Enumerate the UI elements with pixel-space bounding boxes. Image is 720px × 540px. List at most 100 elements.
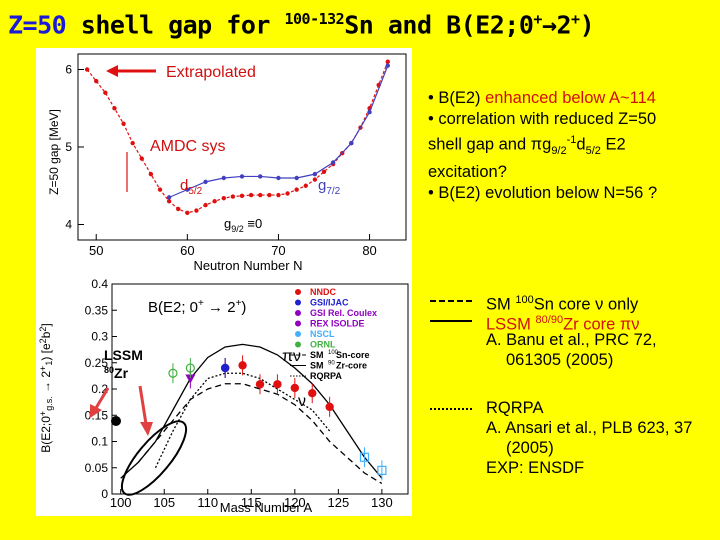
top-series-point	[312, 171, 318, 177]
title-sup-plus-2: +	[571, 10, 580, 28]
bottom-data-point	[325, 402, 334, 412]
bullet-2-line-3: excitation?	[428, 162, 507, 181]
top-series-point	[367, 109, 372, 115]
top-series-point	[276, 175, 281, 181]
bullet-1: • B(E2) enhanced below A~114	[428, 88, 718, 109]
top-series-point	[112, 106, 117, 111]
top-series-point	[121, 121, 126, 126]
top-plot: Z=50 gap [MeV] Neutron Number N 4 5 6 50 60…	[47, 53, 407, 273]
bullet-list: • B(E2) enhanced below A~114 • correlati…	[428, 88, 718, 204]
legend-banu-line-1: A. Banu et al., PRC 72,	[486, 331, 657, 349]
legend-marker	[295, 289, 301, 295]
legend-marker	[295, 331, 301, 337]
bullet-2-line-1: • correlation with reduced Z=50	[428, 110, 657, 128]
top-series-point	[84, 67, 90, 72]
bottom-data-point	[220, 363, 230, 373]
legend-entry-label: ORNL	[310, 340, 336, 350]
title-mass-range: 100-132	[284, 10, 345, 28]
bottom-data-point	[255, 380, 265, 389]
legend-marker	[295, 320, 301, 327]
top-series-point	[321, 169, 327, 174]
legend-entry-sup: 100	[328, 350, 339, 356]
top-series-point	[285, 191, 290, 196]
legend-lssm-row: LSSM 80/90Zr core πν	[430, 310, 720, 334]
bottom-data-point	[359, 452, 370, 462]
legend-dotted-line	[430, 408, 472, 410]
d52-label: d5/2	[180, 177, 203, 197]
top-series-point	[248, 192, 254, 198]
bottom-data-point	[308, 389, 317, 398]
bottom-ytick-label: 0.1	[91, 435, 108, 449]
legend-ansari-line-1: A. Ansari et al., PLB 623, 37	[486, 419, 693, 437]
bottom-ytick-label: 0.25	[85, 356, 109, 370]
legend-entry-label: GSI/IJAC	[310, 298, 349, 308]
legend-entry-core: Sn-core	[336, 350, 370, 360]
top-series-point	[349, 140, 354, 146]
legend-entry-label: REX ISOLDE	[310, 319, 365, 329]
legend-ansari-line-2: (2005)	[506, 439, 554, 457]
top-series-point	[139, 156, 144, 161]
bottom-data-point	[168, 368, 178, 378]
legend-entry-label: SM	[310, 350, 324, 360]
top-ytick-label: 4	[65, 218, 72, 232]
top-series-point	[203, 202, 208, 208]
top-series-point	[212, 199, 217, 204]
top-xtick-label: 50	[89, 243, 103, 258]
bottom-curve-7	[154, 372, 331, 469]
legend-exp-source: EXP: ENSDF	[486, 459, 585, 477]
legend-marker	[295, 310, 301, 316]
top-series-point	[312, 177, 318, 182]
top-series-point	[166, 195, 172, 200]
legend-solid-line	[430, 320, 472, 322]
legend-entry-label: SM	[310, 361, 324, 371]
title-sn-be2: Sn and B(E2;0	[344, 10, 534, 40]
top-yticks: 4 5 6	[65, 63, 84, 232]
legend-lssm-text: LSSM 80/90Zr core πν	[486, 314, 640, 334]
zr-arrow-1	[90, 387, 110, 418]
legend-entry-label: NNDC	[310, 287, 336, 297]
top-series-point	[221, 175, 226, 181]
bottom-data-point	[185, 363, 195, 373]
bottom-xtick-label: 130	[371, 495, 393, 510]
top-series-point	[258, 174, 263, 179]
title-z50: Z=50	[8, 10, 67, 40]
legend-entry-label: GSI Rel. Coulex	[310, 308, 377, 318]
top-series	[84, 59, 390, 216]
top-series-point	[239, 193, 245, 199]
top-series-point	[385, 63, 390, 68]
bottom-curve-6	[120, 343, 383, 479]
bottom-xtick-label: 105	[153, 495, 175, 510]
top-series-point	[276, 192, 281, 198]
bottom-ylabel: B(E2;0+g.s. → 2+1) [e2b2]	[38, 323, 54, 453]
top-series-point	[230, 194, 236, 199]
zr80-label: 80Zr	[104, 365, 129, 381]
legend-sm-row: SM 100Sn core ν only	[430, 290, 720, 314]
legend-marker	[295, 341, 301, 348]
top-xtick-label: 70	[271, 243, 285, 258]
top-series-point	[258, 192, 263, 198]
top-series-point	[176, 206, 181, 212]
pinu-label: πν	[282, 348, 301, 365]
legend-rqrpa-text: RQRPA	[486, 399, 544, 417]
bottom-data-point	[185, 374, 196, 384]
legend-entry-label: RQRPA	[310, 371, 342, 381]
bullet-1-prefix: • B(E2)	[428, 89, 486, 107]
g92-label: g9/2 ≡0	[224, 216, 262, 234]
bottom-data-point	[290, 383, 300, 393]
top-xticks: 50 60 70 80	[89, 234, 377, 258]
top-series-point	[303, 183, 308, 188]
nu-label: ν	[298, 393, 306, 410]
lssm-label: LSSM	[104, 347, 143, 363]
top-ytick-label: 5	[65, 140, 72, 154]
top-series-point	[148, 171, 154, 177]
bottom-xtick-label: 125	[328, 495, 350, 510]
bottom-ytick-label: 0.35	[85, 303, 109, 317]
top-series-point	[185, 210, 190, 216]
legend-entry-sup: 90	[328, 361, 335, 367]
top-xtick-label: 60	[180, 243, 194, 258]
top-series-point	[294, 187, 299, 192]
top-ylabel: Z=50 gap [MeV]	[47, 109, 61, 195]
top-plot-frame	[77, 53, 407, 241]
top-series-point	[203, 179, 208, 185]
